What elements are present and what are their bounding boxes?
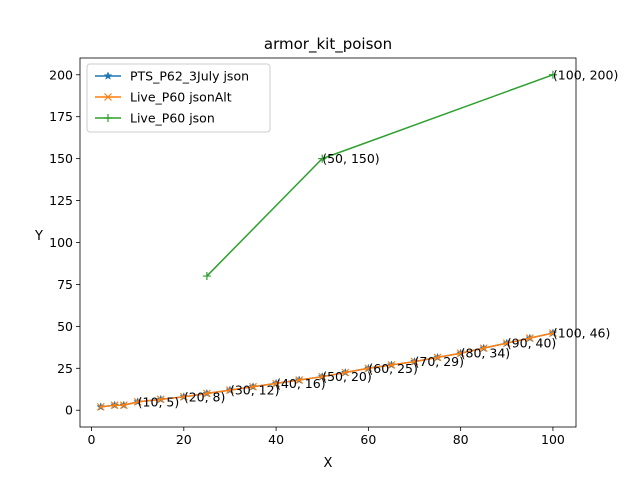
data-point	[525, 334, 534, 343]
data-label: (50, 150)	[322, 151, 379, 166]
series-line-2	[100, 332, 554, 408]
data-point	[318, 154, 327, 163]
plot-area: 0 20 40 60 80 100 0 25 50 75 100 125 150 175 200 (10, 5…	[49, 57, 618, 447]
data-label: (30, 12)	[230, 383, 280, 398]
data-point	[364, 364, 373, 373]
data-point	[341, 368, 350, 377]
data-point	[202, 272, 211, 281]
legend-label: PTS_P62_3July json	[130, 69, 249, 84]
data-label: (80, 34)	[461, 346, 511, 361]
y-tick-label: 100	[49, 235, 73, 250]
legend-box	[86, 63, 271, 133]
data-point	[549, 329, 557, 337]
x-axis-title: X	[324, 456, 333, 471]
data-label: (100, 46)	[553, 326, 610, 341]
data-point	[96, 402, 105, 411]
data-point	[202, 389, 211, 398]
data-point	[133, 397, 142, 406]
data-point	[433, 353, 442, 362]
chart-title: armor_kit_poison	[264, 35, 392, 54]
data-point	[387, 361, 396, 369]
data-point	[318, 372, 327, 381]
legend-marker	[104, 114, 112, 122]
data-point	[179, 392, 188, 401]
y-tick-label: 50	[57, 319, 73, 334]
data-label: (90, 40)	[507, 336, 557, 351]
x-tick-label: 40	[268, 432, 284, 447]
y-tick-label: 125	[49, 193, 73, 208]
y-tick-label: 75	[57, 277, 73, 292]
legend-label: Live_P60 json	[130, 111, 215, 126]
data-label: (60, 25)	[368, 361, 418, 376]
x-tick-label: 100	[541, 432, 565, 447]
data-label: (20, 8)	[184, 389, 226, 404]
y-tick-label: 175	[49, 109, 73, 124]
data-point	[456, 349, 465, 358]
data-label: (70, 29)	[415, 354, 465, 369]
data-point	[249, 382, 257, 391]
data-label: (100, 200)	[553, 67, 618, 82]
data-label: (40, 16)	[276, 376, 326, 391]
x-tick-label: 0	[88, 432, 96, 447]
y-tick-label: 25	[57, 361, 73, 376]
data-point	[295, 376, 304, 384]
data-point	[272, 379, 281, 388]
legend-label: Live_P60 jsonAlt	[130, 90, 232, 105]
data-point	[226, 386, 234, 395]
data-point	[479, 344, 488, 353]
y-axis-title: Y	[34, 229, 43, 244]
data-point	[410, 357, 419, 366]
x-tick-label: 80	[453, 432, 469, 447]
data-point	[156, 395, 165, 404]
data-label: (50, 20)	[322, 369, 372, 384]
legend-marker	[104, 93, 112, 101]
data-point	[119, 401, 128, 410]
x-tick-label: 60	[360, 432, 376, 447]
data-point	[548, 70, 557, 79]
legend: PTS_P62_3July json Live_P60 jsonAlt Live_P…	[86, 63, 271, 133]
data-point	[502, 339, 511, 348]
data-point	[110, 401, 119, 410]
y-tick-label: 200	[49, 67, 73, 82]
data-label: (10, 5)	[138, 394, 180, 409]
y-tick-label: 150	[49, 151, 73, 166]
x-tick-label: 20	[176, 432, 192, 447]
y-tick-label: 0	[65, 403, 73, 418]
legend-marker	[103, 71, 113, 80]
